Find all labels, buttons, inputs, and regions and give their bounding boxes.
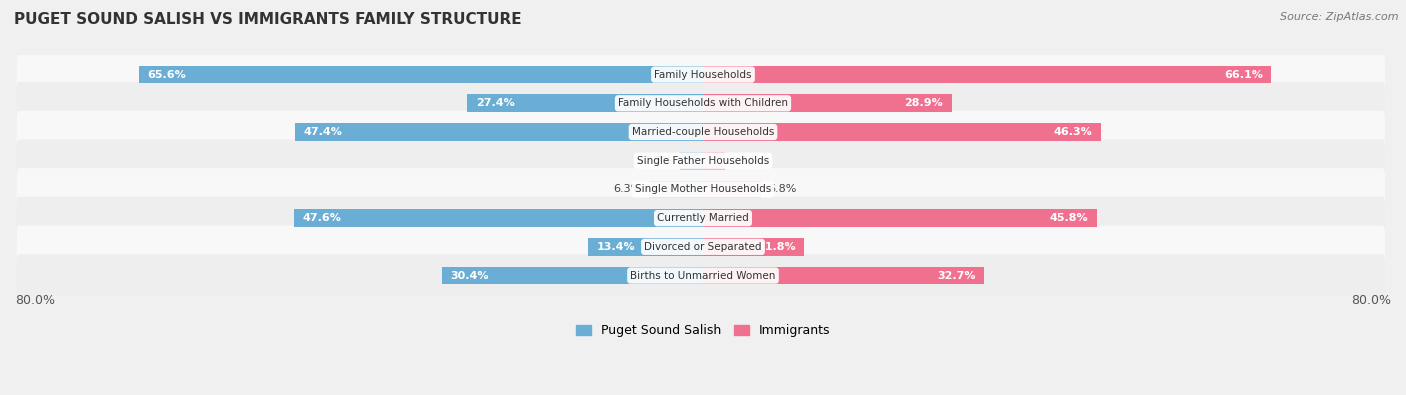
Text: PUGET SOUND SALISH VS IMMIGRANTS FAMILY STRUCTURE: PUGET SOUND SALISH VS IMMIGRANTS FAMILY …	[14, 12, 522, 27]
Bar	[703, 123, 1101, 141]
Text: Divorced or Separated: Divorced or Separated	[644, 242, 762, 252]
FancyBboxPatch shape	[17, 168, 1385, 211]
Text: Currently Married: Currently Married	[657, 213, 749, 223]
Text: 47.4%: 47.4%	[304, 127, 343, 137]
Text: 28.9%: 28.9%	[904, 98, 943, 108]
Text: Births to Unmarried Women: Births to Unmarried Women	[630, 271, 776, 280]
Text: 6.8%: 6.8%	[768, 184, 797, 194]
Text: Family Households: Family Households	[654, 70, 752, 80]
Text: 6.3%: 6.3%	[613, 184, 643, 194]
FancyBboxPatch shape	[17, 254, 1385, 297]
Bar	[703, 152, 724, 169]
FancyBboxPatch shape	[17, 139, 1385, 182]
Text: Married-couple Households: Married-couple Households	[631, 127, 775, 137]
Bar	[703, 94, 952, 112]
Text: 45.8%: 45.8%	[1050, 213, 1088, 223]
Text: 11.8%: 11.8%	[758, 242, 796, 252]
Text: 80.0%: 80.0%	[1351, 294, 1391, 307]
Bar	[588, 238, 703, 256]
Text: Single Mother Households: Single Mother Households	[636, 184, 770, 194]
Bar	[679, 152, 703, 169]
Bar	[703, 209, 1097, 227]
Bar	[703, 66, 1271, 83]
Text: 47.6%: 47.6%	[302, 213, 342, 223]
FancyBboxPatch shape	[17, 197, 1385, 239]
FancyBboxPatch shape	[17, 53, 1385, 96]
Bar	[648, 181, 703, 198]
Bar	[441, 267, 703, 284]
Text: 30.4%: 30.4%	[450, 271, 489, 280]
Text: 32.7%: 32.7%	[938, 271, 976, 280]
Text: Source: ZipAtlas.com: Source: ZipAtlas.com	[1281, 12, 1399, 22]
Text: 80.0%: 80.0%	[15, 294, 55, 307]
Bar	[703, 181, 762, 198]
Text: 65.6%: 65.6%	[148, 70, 186, 80]
Bar	[139, 66, 703, 83]
Bar	[294, 209, 703, 227]
Text: 46.3%: 46.3%	[1054, 127, 1092, 137]
Text: Single Father Households: Single Father Households	[637, 156, 769, 166]
FancyBboxPatch shape	[17, 226, 1385, 268]
Bar	[703, 238, 804, 256]
Text: 2.7%: 2.7%	[644, 156, 673, 166]
Text: 13.4%: 13.4%	[596, 242, 636, 252]
Bar	[467, 94, 703, 112]
FancyBboxPatch shape	[17, 111, 1385, 153]
Text: 66.1%: 66.1%	[1225, 70, 1263, 80]
Bar	[703, 267, 984, 284]
Text: Family Households with Children: Family Households with Children	[619, 98, 787, 108]
Legend: Puget Sound Salish, Immigrants: Puget Sound Salish, Immigrants	[571, 320, 835, 342]
Text: 2.5%: 2.5%	[731, 156, 759, 166]
Text: 27.4%: 27.4%	[477, 98, 515, 108]
FancyBboxPatch shape	[17, 82, 1385, 124]
Bar	[295, 123, 703, 141]
